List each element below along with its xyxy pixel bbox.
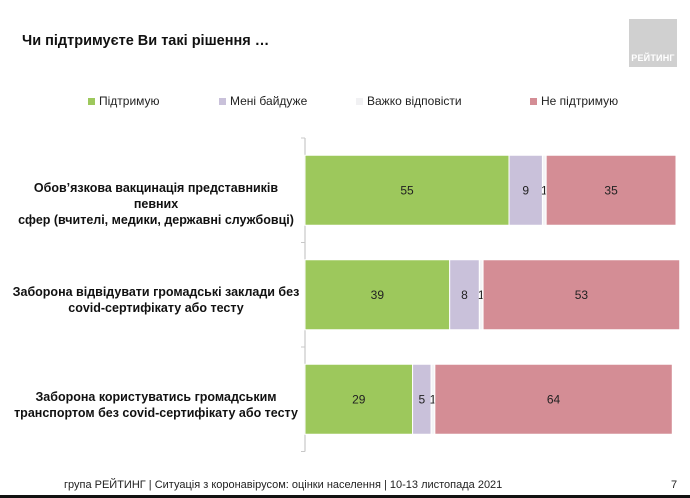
legend-swatch-not-support: [530, 97, 537, 105]
category-label-line: Заборона відвідувати громадські заклади …: [12, 285, 300, 299]
data-label-hard-to-say: 1: [478, 288, 485, 302]
data-label-hard-to-say: 1: [541, 183, 548, 197]
legend-item-hard-to-say: Важко відповісти: [356, 94, 462, 108]
legend-label: Мені байдуже: [230, 94, 308, 108]
rating-logo: РЕЙТИНГ: [629, 19, 677, 67]
category-label-line: Заборона користуватись громадським: [35, 390, 277, 404]
category-label-vaccination: Обов’язкова вакцинація представників пев…: [10, 180, 302, 228]
data-label-not-support: 64: [547, 392, 561, 406]
data-label-support: 55: [400, 183, 414, 197]
category-label-line: Обов’язкова вакцинація представників пев…: [33, 181, 279, 211]
category-label-line: транспортом без covid-сертифікату або те…: [14, 406, 298, 420]
legend-item-support: Підтримую: [88, 94, 160, 108]
legend-item-not-support: Не підтримую: [530, 94, 618, 108]
data-label-support: 29: [352, 392, 366, 406]
bar-segment-not-support: [482, 259, 681, 331]
category-label-line: covid-сертифікату або тесту: [68, 301, 244, 315]
page-number: 7: [671, 479, 678, 491]
legend-label: Підтримую: [99, 94, 160, 108]
data-label-indifferent: 5: [419, 392, 426, 406]
bar-segment-indifferent: [508, 154, 543, 226]
legend-swatch-support: [88, 97, 95, 105]
bar-segment-not-support: [545, 154, 677, 226]
legend-swatch-hard-to-say: [356, 97, 363, 105]
chart-title: Чи підтримуєте Ви такі рішення …: [22, 33, 270, 49]
footer-text: група РЕЙТИНГ | Ситуація з коронавірусом…: [64, 479, 503, 491]
data-label-indifferent: 9: [522, 183, 529, 197]
bar-segment-indifferent: [449, 259, 480, 331]
category-label-public-transport: Заборона користуватись громадським транс…: [10, 389, 302, 421]
data-label-support: 39: [371, 288, 385, 302]
legend-swatch-indifferent: [219, 97, 226, 105]
bar-segment-support: [304, 154, 510, 226]
data-label-indifferent: 8: [461, 288, 468, 302]
logo-text: РЕЙТИНГ: [631, 53, 675, 63]
bottom-divider: [0, 495, 690, 498]
bar-segment-support: [304, 363, 414, 435]
legend-label: Не підтримую: [541, 94, 619, 108]
data-label-not-support: 53: [575, 288, 589, 302]
category-label-public-places: Заборона відвідувати громадські заклади …: [10, 284, 302, 316]
legend-item-indifferent: Мені байдуже: [219, 94, 307, 108]
bar-segment-not-support: [434, 363, 673, 435]
bar-segment-support: [304, 259, 451, 331]
category-label-line: сфер (вчителі, медики, державні службовц…: [18, 213, 294, 227]
data-label-hard-to-say: 1: [430, 392, 437, 406]
legend-label: Важко відповісти: [367, 94, 462, 108]
data-label-not-support: 35: [604, 183, 618, 197]
